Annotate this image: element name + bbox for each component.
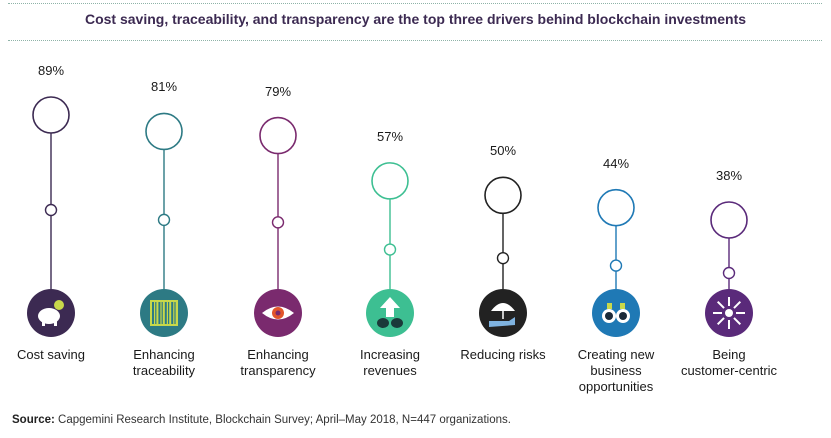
category-label-line: opportunities (578, 379, 654, 394)
lollipop-joint (722, 266, 736, 280)
category-label-line: transparency (240, 363, 316, 378)
lollipop-joint (44, 203, 58, 217)
top-divider (8, 3, 822, 4)
category-label: Enhancing transparency (223, 347, 333, 379)
category-label: Enhancing traceability (109, 347, 219, 379)
lollipop-head (371, 162, 409, 200)
piggy-bank-icon (27, 289, 75, 337)
eye-icon (254, 289, 302, 337)
lollipop-joint (271, 216, 285, 229)
lollipop-joint (383, 243, 397, 256)
category-label: Being customer-centric (674, 347, 784, 379)
category-label: Creating new business opportunities (561, 347, 671, 395)
lollipop-head (597, 188, 635, 227)
value-label: 57% (376, 128, 404, 144)
source-note: Source: Capgemini Research Institute, Bl… (12, 414, 511, 426)
title-divider (8, 40, 822, 41)
value-label: 89% (37, 63, 65, 78)
value-label: 50% (489, 143, 517, 159)
lollipop-joint (496, 251, 510, 265)
barcode-icon (140, 289, 188, 337)
category-label-line: Enhancing (133, 347, 195, 362)
category-label-line: Enhancing (247, 347, 309, 362)
value-label: 79% (264, 83, 292, 99)
source-label: Source: (12, 414, 55, 426)
value-label: 44% (602, 155, 630, 171)
target-arrows-icon (705, 289, 753, 337)
category-label-line: Cost saving (17, 347, 85, 362)
category-label: Increasing revenues (335, 347, 445, 379)
category-label-line: traceability (132, 363, 196, 378)
category-label: Reducing risks (448, 347, 558, 363)
category-label-line: revenues (363, 363, 417, 378)
lollipop-head (145, 112, 183, 151)
category-label-line: Increasing (360, 347, 420, 362)
category-label-line: customer-centric (680, 363, 778, 378)
lollipop-head (484, 176, 522, 215)
arrow-up-bags-icon (366, 289, 414, 337)
lollipop-joint (157, 213, 171, 227)
category-label-line: business (590, 363, 642, 378)
lollipop-head (259, 116, 297, 155)
value-label: 81% (150, 79, 178, 95)
lollipop-joint (609, 259, 623, 272)
binoculars-icon (592, 289, 640, 337)
chart-title: Cost saving, traceability, and transpare… (84, 11, 747, 27)
category-label-line: Creating new (577, 347, 655, 362)
value-label: 38% (715, 168, 743, 183)
lollipop-head (32, 96, 70, 134)
umbrella-hand-icon (479, 289, 527, 337)
lollipop-head (710, 201, 748, 239)
category-label-line: Being (712, 347, 746, 362)
category-label: Cost saving (0, 347, 106, 363)
source-text: Capgemini Research Institute, Blockchain… (58, 414, 511, 426)
category-label-line: Reducing risks (460, 347, 546, 362)
